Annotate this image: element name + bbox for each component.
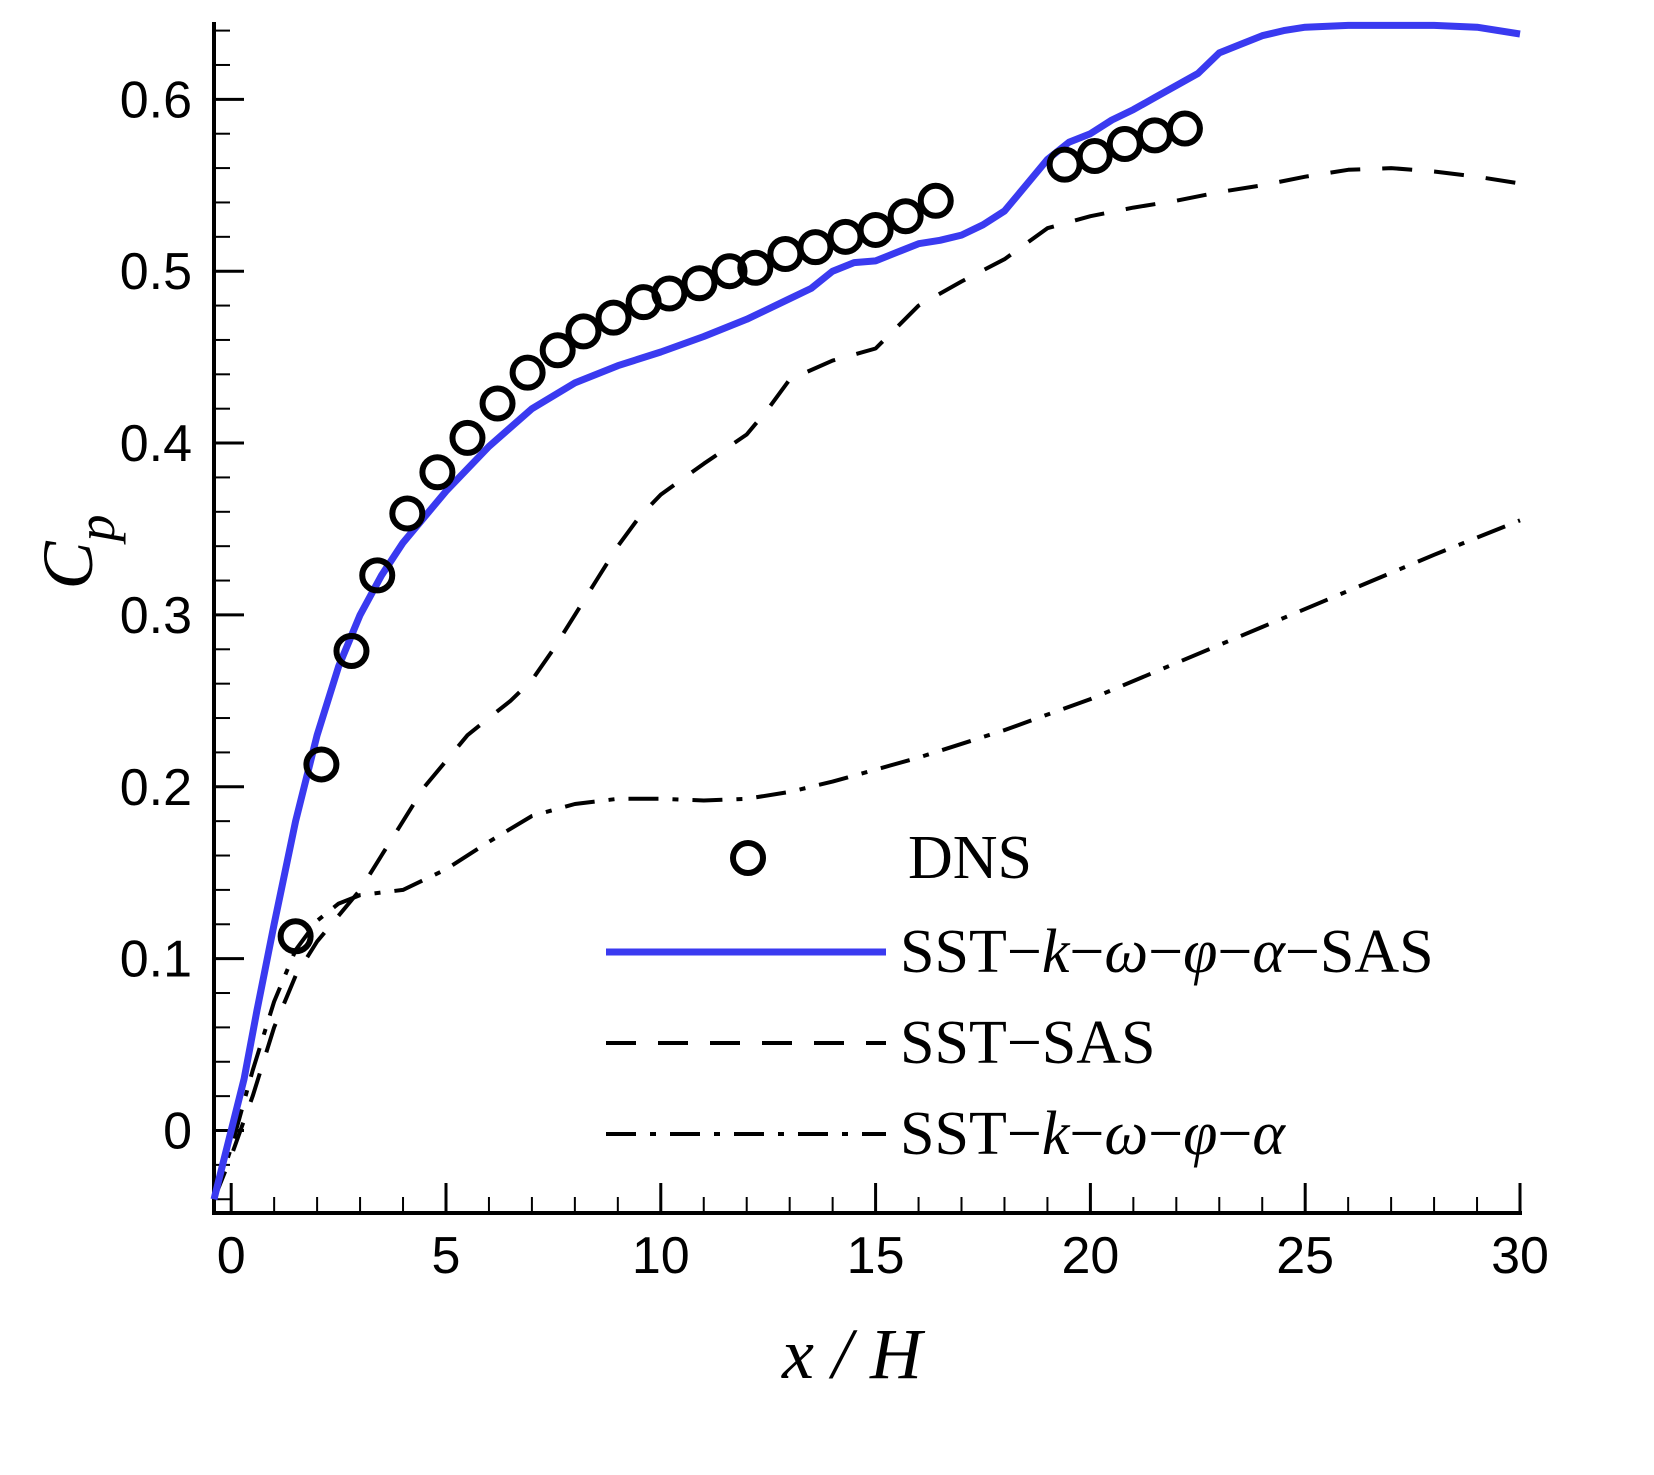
y-tick-label: 0.5 xyxy=(120,243,192,301)
x-tick-label: 0 xyxy=(217,1227,246,1285)
dns-marker xyxy=(1106,126,1143,163)
dns-marker xyxy=(509,354,546,391)
dns-marker xyxy=(651,275,688,312)
dns-marker xyxy=(1046,146,1083,183)
y-axis-title-main: C xyxy=(28,541,108,590)
dns-marker xyxy=(1166,110,1203,147)
legend-marker-dns xyxy=(730,840,766,876)
dns-marker xyxy=(303,746,340,783)
legend: DNS SST−k−ω−φ−α−SAS SST−SAS SST−k−ω−φ−α xyxy=(606,824,1434,1168)
y-tick-label: 0.4 xyxy=(120,415,192,473)
axis-titles: x / H Cp xyxy=(28,514,926,1394)
y-tick-label: 0.3 xyxy=(120,587,192,645)
dns-marker xyxy=(539,332,576,369)
legend-label: DNS xyxy=(908,824,1032,892)
dns-marker xyxy=(857,211,894,248)
series-line-solid xyxy=(210,21,1521,1201)
legend-label: SST−k−ω−φ−α xyxy=(900,1100,1286,1168)
dns-marker xyxy=(565,313,602,350)
dns-marker xyxy=(277,918,314,955)
y-axis-title: Cp xyxy=(28,514,126,589)
series-line-dashed xyxy=(212,166,1521,1201)
series-line-dashdot xyxy=(212,518,1521,1200)
dns-marker xyxy=(333,633,370,670)
dns-marker xyxy=(827,218,864,255)
dns-marker xyxy=(1136,117,1173,154)
dns-marker xyxy=(479,385,516,422)
x-tick-label: 30 xyxy=(1491,1227,1549,1285)
dns-marker xyxy=(1076,138,1113,175)
legend-label: SST−k−ω−φ−α−SAS xyxy=(900,918,1434,986)
y-tick-label: 0.2 xyxy=(120,759,192,817)
dns-marker xyxy=(767,236,804,273)
dns-marker xyxy=(711,253,748,290)
dns-marker xyxy=(595,299,632,336)
dns-marker xyxy=(917,182,954,219)
dns-marker xyxy=(359,557,396,594)
dns-marker xyxy=(887,198,924,235)
axis-ticks: 0 5 10 15 20 25 30 0 0.1 0.2 0.3 0.4 0.5 0.6 xyxy=(120,29,1549,1285)
y-tick-label: 0 xyxy=(163,1103,192,1161)
x-tick-label: 10 xyxy=(632,1227,690,1285)
x-tick-label: 20 xyxy=(1061,1227,1119,1285)
x-tick-label: 15 xyxy=(847,1227,905,1285)
x-tick-label: 5 xyxy=(432,1227,461,1285)
y-axis-title-subscript: p xyxy=(66,514,126,545)
data-series xyxy=(210,21,1521,1201)
legend-label: SST−SAS xyxy=(900,1009,1156,1077)
y-tick-label: 0.1 xyxy=(120,931,192,989)
x-axis-title: x / H xyxy=(781,1314,926,1394)
dns-marker xyxy=(419,454,456,491)
plot-frame xyxy=(212,22,1522,1215)
dns-marker xyxy=(449,419,486,456)
dns-marker xyxy=(737,249,774,286)
y-tick-label: 0.6 xyxy=(120,71,192,129)
dns-marker xyxy=(797,229,834,266)
dns-marker xyxy=(389,495,426,532)
x-tick-label: 25 xyxy=(1276,1227,1334,1285)
dns-marker xyxy=(681,265,718,302)
